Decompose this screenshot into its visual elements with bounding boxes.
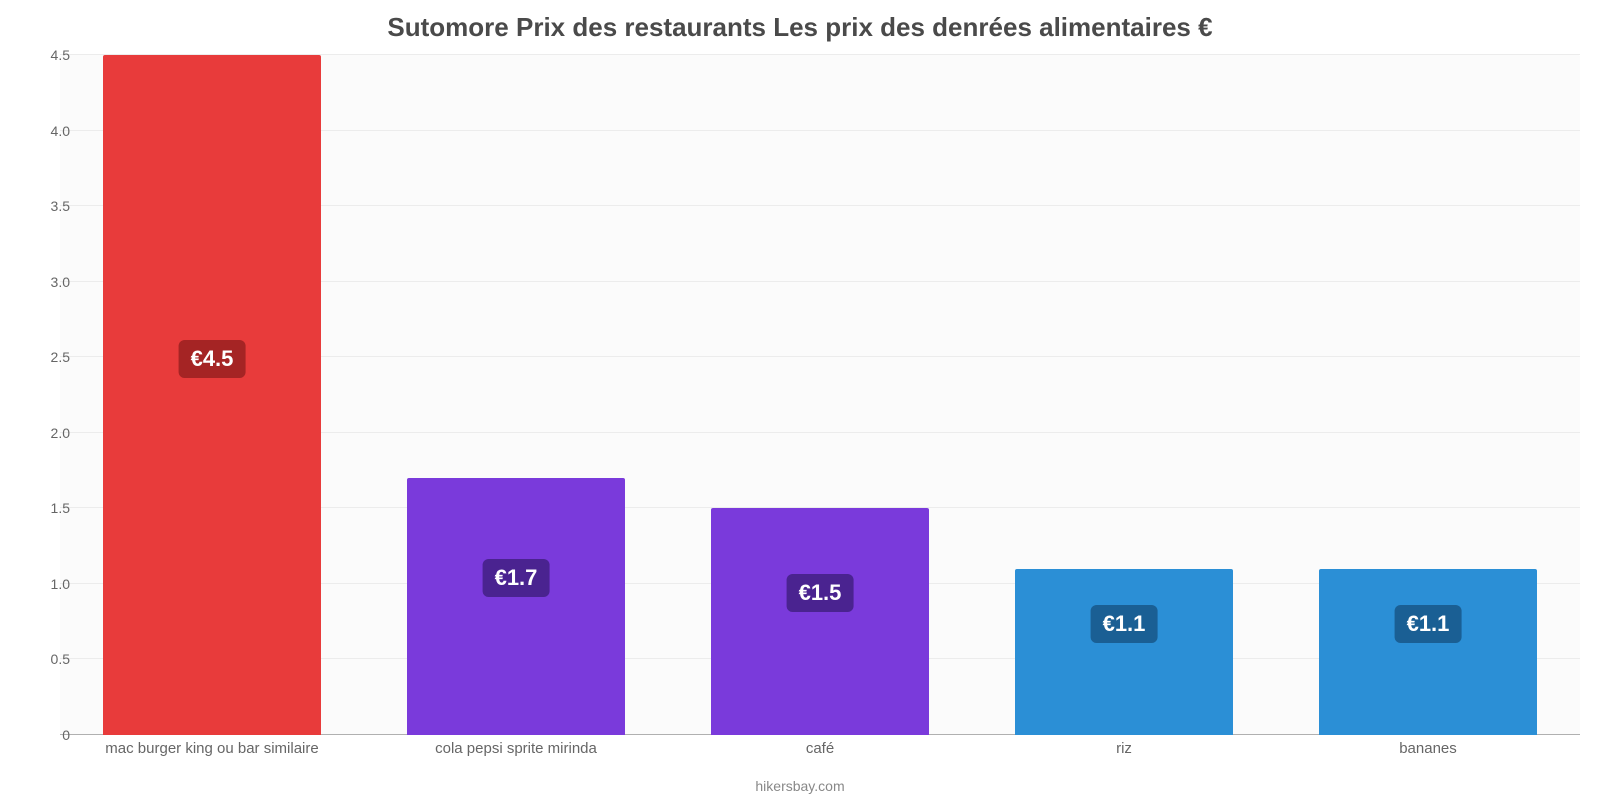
plot-area: €4.5 €1.7 €1.5 €1.1 €1.1: [60, 55, 1580, 735]
bar-value-label: €1.1: [1091, 605, 1158, 643]
y-tick-label: 0: [30, 727, 70, 743]
x-tick-label: mac burger king ou bar similaire: [105, 740, 318, 757]
bar: [407, 478, 626, 735]
y-tick-label: 2.0: [30, 425, 70, 441]
price-bar-chart: Sutomore Prix des restaurants Les prix d…: [0, 0, 1600, 800]
bar-value-label: €1.5: [787, 574, 854, 612]
y-tick-label: 1.0: [30, 576, 70, 592]
y-tick-label: 1.5: [30, 500, 70, 516]
x-tick-label: cola pepsi sprite mirinda: [435, 740, 597, 757]
x-tick-label: bananes: [1399, 740, 1457, 757]
y-tick-label: 0.5: [30, 651, 70, 667]
chart-footer: hikersbay.com: [0, 778, 1600, 794]
y-tick-label: 3.0: [30, 274, 70, 290]
chart-title: Sutomore Prix des restaurants Les prix d…: [0, 12, 1600, 43]
y-tick-label: 4.0: [30, 123, 70, 139]
y-tick-label: 4.5: [30, 47, 70, 63]
bar: [1015, 569, 1234, 735]
bar: [103, 55, 322, 735]
bar-value-label: €1.1: [1395, 605, 1462, 643]
bar-value-label: €4.5: [179, 340, 246, 378]
x-tick-label: café: [806, 740, 834, 757]
bar-value-label: €1.7: [483, 559, 550, 597]
bar: [1319, 569, 1538, 735]
y-tick-label: 3.5: [30, 198, 70, 214]
x-tick-label: riz: [1116, 740, 1132, 757]
bar: [711, 508, 930, 735]
y-tick-label: 2.5: [30, 349, 70, 365]
